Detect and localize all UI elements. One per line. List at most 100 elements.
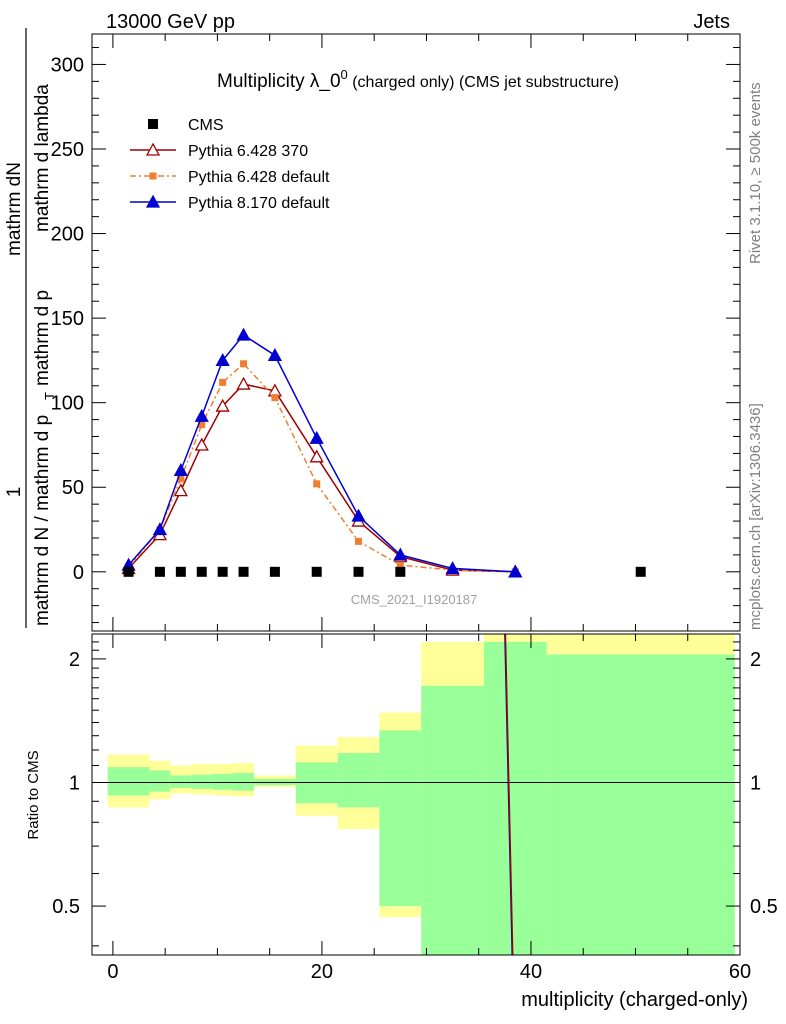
rivet-label: Rivet 3.1.10, ≥ 500k events bbox=[747, 82, 764, 264]
data-point bbox=[194, 437, 209, 451]
xlabel: multiplicity (charged-only) bbox=[521, 989, 748, 1011]
band-green bbox=[379, 730, 422, 907]
data-point bbox=[215, 353, 230, 367]
xtick-label: 40 bbox=[520, 961, 542, 983]
data-point bbox=[173, 483, 188, 497]
legend-label: Pythia 6.428 default bbox=[188, 169, 330, 186]
data-point bbox=[635, 566, 646, 577]
ylabel-line2: mathrm dN bbox=[4, 162, 25, 256]
band-green bbox=[546, 654, 735, 955]
data-point bbox=[309, 430, 324, 444]
data-point bbox=[351, 508, 366, 522]
legend-item: Pythia 8.170 default bbox=[130, 194, 330, 212]
title-sup: 0 bbox=[341, 67, 348, 82]
main-ylabel: 1 mathrm d N / mathrm d p T mathrm dN ma… bbox=[4, 28, 57, 628]
band-green bbox=[421, 685, 484, 955]
band-green bbox=[233, 772, 254, 791]
header-right: Jets bbox=[693, 11, 730, 33]
legend-marker bbox=[145, 142, 161, 156]
ytick-label: 0 bbox=[73, 562, 84, 584]
data-point bbox=[271, 394, 279, 402]
data-point bbox=[175, 566, 186, 577]
ratio-ytick-label-right: 0.5 bbox=[750, 896, 778, 918]
data-point bbox=[236, 327, 251, 341]
header-left: 13000 GeV pp bbox=[106, 11, 235, 33]
data-point bbox=[269, 566, 280, 577]
data-point bbox=[508, 564, 523, 578]
title-rest: (charged only) (CMS jet substructure) bbox=[348, 74, 619, 91]
series-cms bbox=[123, 566, 646, 577]
data-point bbox=[267, 347, 282, 361]
data-point bbox=[355, 537, 363, 545]
main-chart-marks bbox=[121, 327, 646, 578]
ratio-axis-ticks: 0.5 0.51 12 20 20 40 60 bbox=[52, 634, 778, 983]
data-point bbox=[177, 475, 185, 483]
ratio-bands bbox=[107, 634, 735, 955]
data-point bbox=[194, 408, 209, 422]
data-point bbox=[215, 398, 230, 412]
series-line bbox=[128, 334, 516, 573]
ratio-ytick-label: 1 bbox=[69, 772, 80, 794]
data-point bbox=[395, 566, 406, 577]
ytick-label: 50 bbox=[62, 477, 84, 499]
data-point bbox=[196, 566, 207, 577]
ratio-frame bbox=[91, 633, 741, 956]
main-frame bbox=[91, 33, 741, 632]
band-green bbox=[170, 775, 192, 788]
data-point bbox=[236, 376, 251, 390]
title-main: Multiplicity λ_0 bbox=[217, 71, 341, 92]
data-point bbox=[353, 566, 364, 577]
legend-label: CMS bbox=[188, 117, 224, 134]
series-line bbox=[128, 362, 516, 573]
data-point bbox=[393, 547, 408, 561]
ratio-ytick-label: 0.5 bbox=[52, 896, 80, 918]
data-point bbox=[219, 378, 227, 386]
band-green bbox=[483, 641, 547, 955]
data-point bbox=[152, 522, 168, 536]
data-point bbox=[198, 421, 206, 429]
legend-label: Pythia 6.428 370 bbox=[188, 143, 308, 160]
data-point bbox=[240, 360, 248, 368]
band-green bbox=[191, 774, 213, 789]
ratio-panel: 0.5 0.51 12 20 20 40 60 bbox=[52, 633, 778, 983]
xtick-label: 20 bbox=[311, 961, 333, 983]
main-title: Multiplicity λ_00 (charged only) (CMS je… bbox=[217, 67, 619, 92]
ylabel-line4: mathrm d lambda bbox=[32, 84, 53, 232]
ytick-label: 100 bbox=[51, 393, 84, 415]
ylabel-numerator: 1 bbox=[4, 487, 25, 498]
data-point bbox=[238, 566, 249, 577]
ylabel-line1: mathrm d N / mathrm d p bbox=[32, 415, 53, 626]
ylabel-sub: T bbox=[42, 392, 57, 400]
ratio-ylabel: Ratio to CMS bbox=[25, 750, 42, 839]
ratio-marks bbox=[92, 633, 740, 956]
legend: CMS Pythia 6.428 370 Pythia 6.428 default P… bbox=[130, 117, 330, 212]
legend-marker bbox=[149, 172, 157, 180]
ratio-series-line bbox=[504, 633, 514, 956]
main-axis-ticks: 0 50 100 150 200 250 300 bbox=[51, 34, 741, 631]
series-line bbox=[128, 383, 516, 573]
data-point bbox=[217, 566, 228, 577]
ytick-label: 150 bbox=[51, 308, 84, 330]
ratio-ytick-label-right: 2 bbox=[750, 649, 761, 671]
ytick-label: 200 bbox=[51, 224, 84, 246]
analysis-tag: CMS_2021_I1920187 bbox=[351, 592, 478, 607]
ytick-label: 300 bbox=[51, 54, 84, 76]
band-green bbox=[337, 752, 380, 808]
band-green bbox=[107, 767, 150, 796]
ytick-label: 250 bbox=[51, 139, 84, 161]
xtick-label: 60 bbox=[729, 961, 751, 983]
data-point bbox=[154, 566, 165, 577]
data-point bbox=[445, 561, 460, 575]
data-point bbox=[396, 561, 404, 569]
legend-item: Pythia 6.428 default bbox=[130, 169, 330, 186]
data-point bbox=[311, 566, 322, 577]
data-point bbox=[123, 566, 134, 577]
legend-item: CMS bbox=[148, 117, 224, 134]
legend-label: Pythia 8.170 default bbox=[188, 195, 330, 212]
legend-item: Pythia 6.428 370 bbox=[130, 142, 308, 160]
mcplots-label: mcplots.cern.ch [arXiv:1306.3436] bbox=[747, 403, 764, 630]
ratio-ytick-label-right: 1 bbox=[750, 772, 761, 794]
band-green bbox=[212, 773, 234, 790]
data-point bbox=[173, 462, 188, 476]
